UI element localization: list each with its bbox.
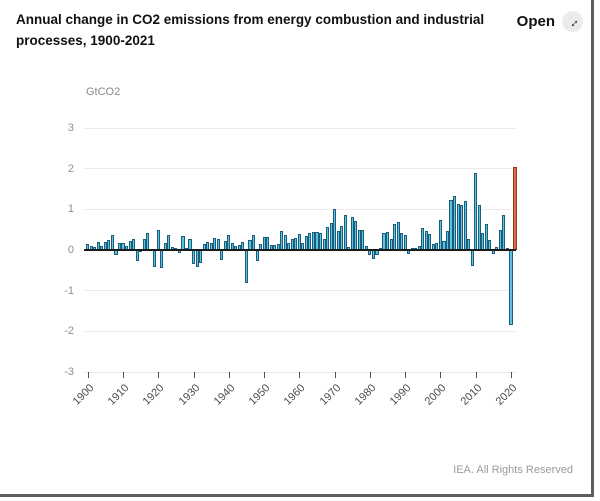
x-axis-tick-label-1910: 1910 [105, 382, 132, 408]
chart-title-line2: processes, 1900-2021 [16, 32, 155, 48]
bar-1919[interactable] [153, 250, 157, 268]
zero-axis-line [84, 249, 516, 251]
x-axis-tick-label-1980: 1980 [352, 382, 379, 408]
bar-2020[interactable] [509, 250, 513, 326]
bar-1907[interactable] [110, 234, 114, 250]
y-axis-tick-label--3: -3 [64, 366, 74, 378]
y-axis-tick-label--1: -1 [64, 284, 74, 297]
open-button-label: Open [516, 13, 555, 30]
footer-credit: IEA. All Rights Reserved [453, 464, 573, 476]
x-axis-tick-2010 [475, 372, 477, 378]
bar-1917[interactable] [146, 232, 150, 250]
x-axis-tick-label-1940: 1940 [211, 382, 238, 408]
gridline-y-1 [84, 208, 516, 210]
bar-2018[interactable] [502, 215, 506, 250]
x-axis-tick-label-1920: 1920 [140, 382, 167, 408]
bar-1990[interactable] [403, 234, 407, 250]
x-axis-tick-label-1960: 1960 [282, 382, 308, 408]
x-axis-tick-1940 [228, 372, 230, 378]
x-axis-tick-2000 [440, 372, 442, 378]
bar-1932[interactable] [199, 250, 203, 263]
y-axis-tick-label-2: 2 [67, 162, 74, 175]
x-axis-tick-label-1970: 1970 [317, 382, 344, 408]
bar-1947[interactable] [251, 235, 256, 250]
expand-diagonal-arrow-icon: ↔ [563, 12, 582, 31]
bar-1920[interactable] [156, 229, 160, 250]
bar-1973[interactable] [343, 214, 347, 250]
co2-annual-change-bar-chart: 3 2 1 0 -1 -2 -3 1900 1910 1920 1930 1940 1950 1960 19… [64, 122, 519, 408]
gridline-y-2 [84, 168, 516, 170]
x-axis-tick-label-2000: 2000 [423, 382, 449, 408]
bar-1938[interactable] [220, 250, 224, 261]
y-axis-tick-label-1: 1 [67, 203, 74, 216]
x-axis-tick-1960 [299, 372, 301, 378]
x-axis-tick-label-2020: 2020 [493, 382, 520, 408]
open-button[interactable]: Open ↔ [517, 11, 583, 32]
x-axis-tick-1920 [158, 372, 160, 378]
x-axis-tick-label-1990: 1990 [387, 382, 414, 408]
gridline-y-3 [84, 127, 516, 129]
x-axis-tick-1910 [123, 372, 124, 378]
x-axis-tick-1950 [264, 372, 266, 378]
y-axis-tick-label-0: 0 [67, 244, 74, 256]
bar-2021[interactable] [512, 166, 518, 250]
bar-2009[interactable] [470, 250, 474, 267]
y-axis-tick-label-3: 3 [67, 122, 74, 134]
x-axis-tick-2020 [511, 372, 512, 378]
chart-title-line1: Annual change in CO2 emissions from ener… [16, 12, 485, 27]
bar-1945[interactable] [244, 250, 248, 283]
x-axis-tick-1990 [405, 372, 407, 378]
gridline-y--1 [84, 290, 516, 292]
x-axis-tick-label-1900: 1900 [70, 382, 97, 408]
bar-1921[interactable] [160, 250, 164, 269]
x-axis-tick-1980 [369, 372, 371, 378]
expand-icon-circle[interactable]: ↔ [562, 11, 583, 32]
x-axis-tick-label-1950: 1950 [246, 382, 273, 408]
chart-title: Annual change in CO2 emissions from ener… [16, 10, 484, 52]
gridline-y--2 [84, 330, 516, 332]
x-axis-tick-label-1930: 1930 [176, 382, 203, 408]
x-axis-tick-1900 [87, 372, 89, 378]
y-axis-unit-label: GtCO2 [86, 86, 121, 98]
y-axis-tick-label--2: -2 [64, 325, 74, 338]
x-axis-tick-label-2010: 2010 [458, 382, 485, 408]
x-axis-tick-1970 [334, 372, 336, 378]
bar-1948[interactable] [255, 250, 259, 261]
x-axis-tick-1930 [193, 372, 195, 378]
